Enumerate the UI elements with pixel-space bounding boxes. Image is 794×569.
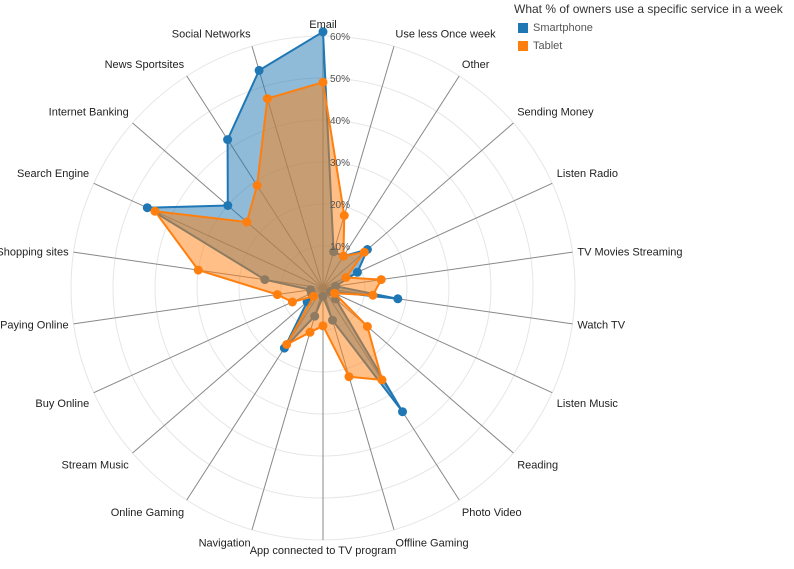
- point-tablet-tv-movies-streaming[interactable]: [376, 275, 386, 285]
- axis-label-listen-radio: Listen Radio: [557, 168, 618, 180]
- axis-label-listen-music: Listen Music: [557, 398, 619, 410]
- legend-swatch-smartphone: [518, 23, 528, 33]
- axis-label-tv-movies-streaming: TV Movies Streaming: [577, 246, 682, 258]
- axis-line-stream-music: [132, 287, 324, 454]
- radar-tick-labels: 10% 20% 30% 40% 50% 60%: [330, 32, 350, 253]
- axis-label-view-shopping-sites: View Shopping sites: [0, 246, 69, 258]
- legend-item-tablet[interactable]: Tablet: [518, 40, 783, 52]
- axis-line-listen-music: [322, 287, 553, 394]
- axis-label-app-connected-to-tv-program: App connected to TV program: [250, 545, 397, 557]
- axis-label-stream-music: Stream Music: [62, 459, 130, 471]
- point-tablet-app-connected-to-tv-program[interactable]: [318, 321, 328, 331]
- point-tablet-other[interactable]: [338, 251, 348, 261]
- axis-label-sending-money: Sending Money: [517, 107, 594, 119]
- series-tablet: [150, 77, 387, 385]
- legend-label-smartphone: Smartphone: [533, 22, 593, 34]
- point-tablet-internet-banking[interactable]: [242, 217, 252, 227]
- tick-label-10: 10%: [330, 242, 350, 253]
- point-tablet-paying-online[interactable]: [272, 290, 282, 300]
- point-smartphone-listen-radio[interactable]: [352, 267, 362, 277]
- point-smartphone-photo-video[interactable]: [398, 407, 407, 417]
- chart-title: What % of owners use a specific service …: [514, 2, 783, 16]
- axis-label-offline-gaming: Offline Gaming: [395, 538, 468, 550]
- point-tablet-offline-gaming[interactable]: [344, 372, 354, 382]
- tick-label-60: 60%: [330, 32, 350, 43]
- radar-axis-labels: Email Use less Once week Other Sending Mone…: [0, 19, 683, 557]
- axis-label-buy-online: Buy Online: [35, 398, 89, 410]
- point-tablet-reading[interactable]: [362, 322, 372, 331]
- point-tablet-stream-music[interactable]: [309, 291, 318, 301]
- point-tablet-sending-money[interactable]: [359, 247, 369, 257]
- axis-line-buy-online: [93, 287, 324, 394]
- tick-label-30: 30%: [330, 158, 350, 169]
- point-tablet-photo-video[interactable]: [377, 375, 387, 385]
- axis-label-online-gaming: Online Gaming: [111, 507, 184, 519]
- point-tablet-search-engine[interactable]: [150, 206, 160, 216]
- legend-label-tablet: Tablet: [533, 40, 563, 52]
- point-tablet-navigation[interactable]: [305, 327, 315, 337]
- point-smartphone-social-networks[interactable]: [254, 65, 264, 75]
- tick-label-20: 20%: [330, 200, 350, 211]
- axis-label-navigation: Navigation: [199, 538, 251, 550]
- axis-label-watch-tv: Watch TV: [577, 320, 625, 332]
- point-smartphone-search-engine[interactable]: [142, 203, 152, 213]
- point-tablet-view-shopping-sites[interactable]: [193, 265, 203, 275]
- point-tablet-online-gaming[interactable]: [282, 340, 292, 349]
- axis-label-search-engine: Search Engine: [17, 168, 89, 180]
- legend-item-smartphone[interactable]: Smartphone: [518, 22, 783, 34]
- axis-label-use-less-once-week: Use less Once week: [395, 28, 496, 40]
- point-tablet-social-networks[interactable]: [262, 94, 272, 104]
- point-tablet-email[interactable]: [318, 77, 328, 87]
- point-tablet-use-less-once-week[interactable]: [339, 211, 349, 220]
- tick-label-50: 50%: [330, 74, 350, 85]
- tick-label-40: 40%: [330, 116, 350, 127]
- radar-series: [142, 27, 407, 417]
- axis-label-other: Other: [462, 59, 490, 71]
- point-tablet-listen-music[interactable]: [330, 288, 339, 298]
- axis-label-email: Email: [309, 19, 337, 31]
- point-tablet-watch-tv[interactable]: [368, 290, 378, 300]
- axis-label-social-networks: Social Networks: [172, 28, 251, 40]
- legend-swatch-tablet: [518, 41, 528, 51]
- axis-label-photo-video: Photo Video: [462, 507, 522, 519]
- axis-label-reading: Reading: [517, 459, 558, 471]
- axis-label-news-sportsites: News Sportsites: [105, 59, 185, 71]
- axis-label-internet-banking: Internet Banking: [49, 107, 129, 119]
- chart-legend: What % of owners use a specific service …: [514, 2, 783, 52]
- point-tablet-listen-radio[interactable]: [341, 273, 351, 282]
- axis-label-paying-online: Paying Online: [0, 320, 69, 332]
- point-tablet-buy-online[interactable]: [287, 297, 297, 307]
- point-tablet-news-sportsites[interactable]: [252, 181, 262, 190]
- point-smartphone-internet-banking[interactable]: [223, 201, 233, 210]
- point-smartphone-news-sportsites[interactable]: [223, 135, 233, 145]
- point-smartphone-watch-tv[interactable]: [393, 294, 403, 304]
- point-smartphone-email[interactable]: [318, 27, 328, 37]
